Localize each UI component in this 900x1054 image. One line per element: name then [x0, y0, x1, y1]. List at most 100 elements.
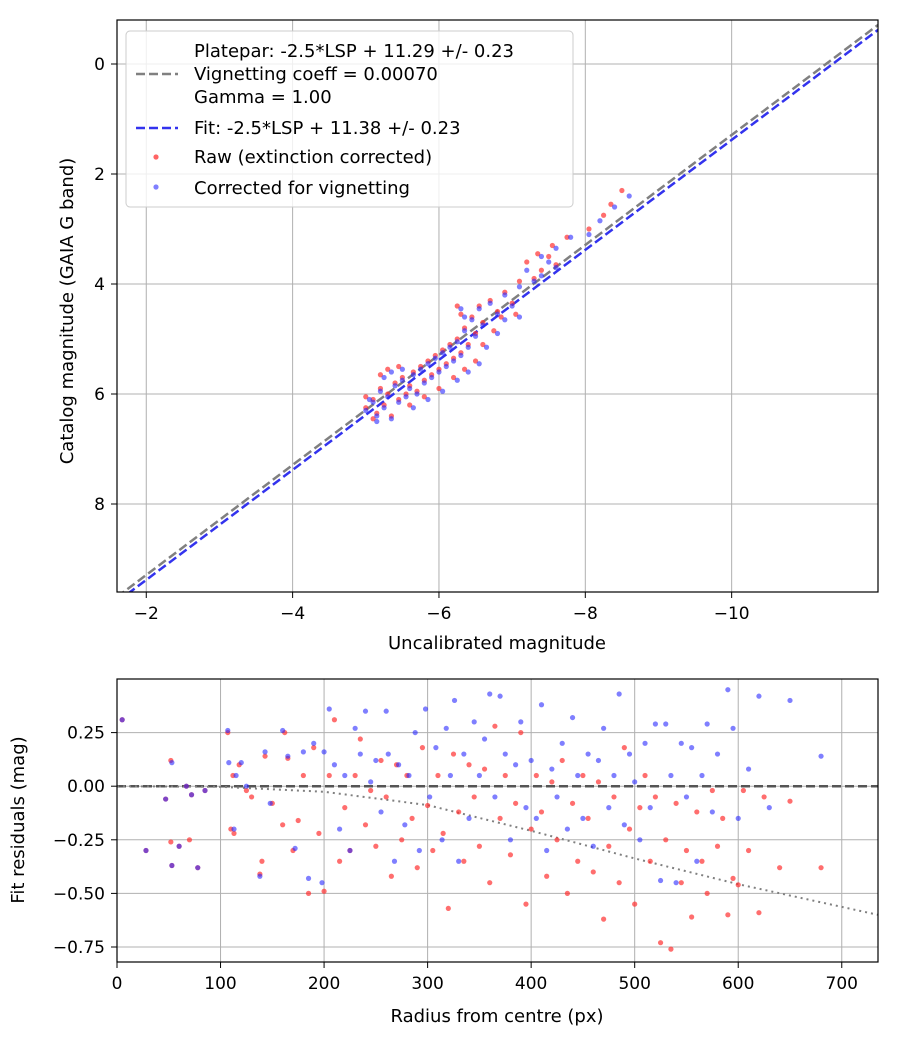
bottom-corrected-point	[392, 859, 397, 864]
bottom-raw-point	[430, 848, 435, 853]
bottom-raw-point	[249, 794, 254, 799]
bottom-raw-point	[596, 779, 601, 784]
top-x-axis-label: Uncalibrated magnitude	[388, 633, 606, 654]
bottom-corrected-point	[120, 717, 125, 722]
top-y-tick-label: 6	[94, 385, 105, 405]
bottom-corrected-point	[818, 754, 823, 759]
bottom-corrected-point	[311, 741, 316, 746]
bottom-corrected-point	[627, 751, 632, 756]
bottom-raw-point	[415, 865, 420, 870]
bottom-corrected-point	[225, 728, 230, 733]
bottom-corrected-point	[321, 749, 326, 754]
top-y-tick-label: 4	[94, 275, 105, 295]
top-x-tick-label: −6	[426, 604, 451, 624]
top-corrected-point	[546, 259, 551, 264]
bottom-corrected-point	[699, 773, 704, 778]
bottom-corrected-point	[617, 691, 622, 696]
top-corrected-point	[451, 358, 456, 363]
top-x-tick-label: −4	[280, 604, 305, 624]
bottom-raw-point	[725, 912, 730, 917]
bottom-corrected-point	[642, 741, 647, 746]
bottom-x-tick-label: 200	[308, 974, 340, 994]
bottom-y-axis-label: Fit residuals (mag)	[8, 736, 29, 903]
bottom-corrected-point	[417, 848, 422, 853]
top-corrected-point	[531, 279, 536, 284]
bottom-corrected-point	[163, 796, 168, 801]
bottom-corrected-point	[373, 758, 378, 763]
top-corrected-point	[389, 416, 394, 421]
bottom-corrected-point	[694, 859, 699, 864]
top-corrected-point	[455, 378, 460, 383]
bottom-raw-point	[632, 902, 637, 907]
top-corrected-point	[440, 350, 445, 355]
top-corrected-point	[433, 356, 438, 361]
bottom-raw-point	[168, 839, 173, 844]
legend-platepar-label-2: Vignetting coeff = 0.00070	[194, 64, 438, 85]
top-corrected-point	[473, 334, 478, 339]
bottom-corrected-point	[456, 859, 461, 864]
top-corrected-point	[378, 389, 383, 394]
bottom-raw-point	[363, 822, 368, 827]
bottom-corrected-point	[444, 726, 449, 731]
bottom-corrected-point	[285, 754, 290, 759]
top-corrected-point	[462, 314, 467, 319]
bottom-corrected-point	[306, 876, 311, 881]
bottom-raw-point	[560, 758, 565, 763]
bottom-corrected-point	[386, 751, 391, 756]
bottom-corrected-point	[337, 826, 342, 831]
bottom-raw-point	[466, 762, 471, 767]
bottom-corrected-point	[544, 848, 549, 853]
bottom-corrected-point	[653, 721, 658, 726]
bottom-y-ticks: −0.75−0.50−0.250.000.25	[53, 724, 117, 958]
top-corrected-point	[539, 254, 544, 259]
bottom-corrected-point	[596, 758, 601, 763]
top-corrected-point	[425, 397, 430, 402]
top-corrected-point	[510, 303, 515, 308]
top-raw-point	[601, 213, 606, 218]
top-corrected-point	[403, 394, 408, 399]
top-corrected-point	[495, 331, 500, 336]
bottom-raw-point	[259, 859, 264, 864]
top-corrected-point	[400, 367, 405, 372]
top-corrected-point	[539, 273, 544, 278]
bottom-x-tick-label: 100	[204, 974, 236, 994]
legend-platepar-label-3: Gamma = 1.00	[194, 87, 332, 108]
bottom-raw-point	[679, 880, 684, 885]
bottom-corrected-point	[143, 848, 148, 853]
bottom-corrected-point	[585, 751, 590, 756]
bottom-raw-point	[529, 826, 534, 831]
bottom-y-tick-label: −0.75	[53, 938, 105, 958]
top-corrected-point	[586, 232, 591, 237]
bottom-x-tick-label: 0	[112, 974, 123, 994]
bottom-corrected-point	[663, 721, 668, 726]
top-corrected-point	[436, 369, 441, 374]
bottom-scatter-points	[120, 687, 824, 952]
bottom-raw-point	[337, 859, 342, 864]
bottom-corrected-point	[461, 751, 466, 756]
bottom-raw-point	[601, 917, 606, 922]
top-corrected-point	[484, 345, 489, 350]
top-x-ticks: −2 −4 −6 −8 −10	[134, 592, 750, 624]
top-corrected-point	[480, 323, 485, 328]
bottom-raw-point	[580, 773, 585, 778]
bottom-raw-point	[301, 773, 306, 778]
bottom-corrected-point	[513, 762, 518, 767]
bottom-raw-point	[384, 794, 389, 799]
bottom-raw-point	[446, 906, 451, 911]
bottom-y-tick-label: −0.25	[53, 831, 105, 851]
top-corrected-point	[418, 367, 423, 372]
bottom-y-tick-label: −0.50	[53, 884, 105, 904]
top-corrected-point	[502, 292, 507, 297]
bottom-raw-point	[456, 809, 461, 814]
bottom-raw-point	[327, 773, 332, 778]
bottom-raw-point	[663, 837, 668, 842]
top-corrected-point	[517, 314, 522, 319]
top-raw-point	[524, 259, 529, 264]
bottom-corrected-point	[503, 751, 508, 756]
bottom-corrected-point	[452, 698, 457, 703]
bottom-corrected-point	[497, 694, 502, 699]
bottom-corrected-point	[257, 874, 262, 879]
bottom-corrected-point	[262, 749, 267, 754]
bottom-raw-point	[565, 891, 570, 896]
bottom-corrected-point	[319, 880, 324, 885]
